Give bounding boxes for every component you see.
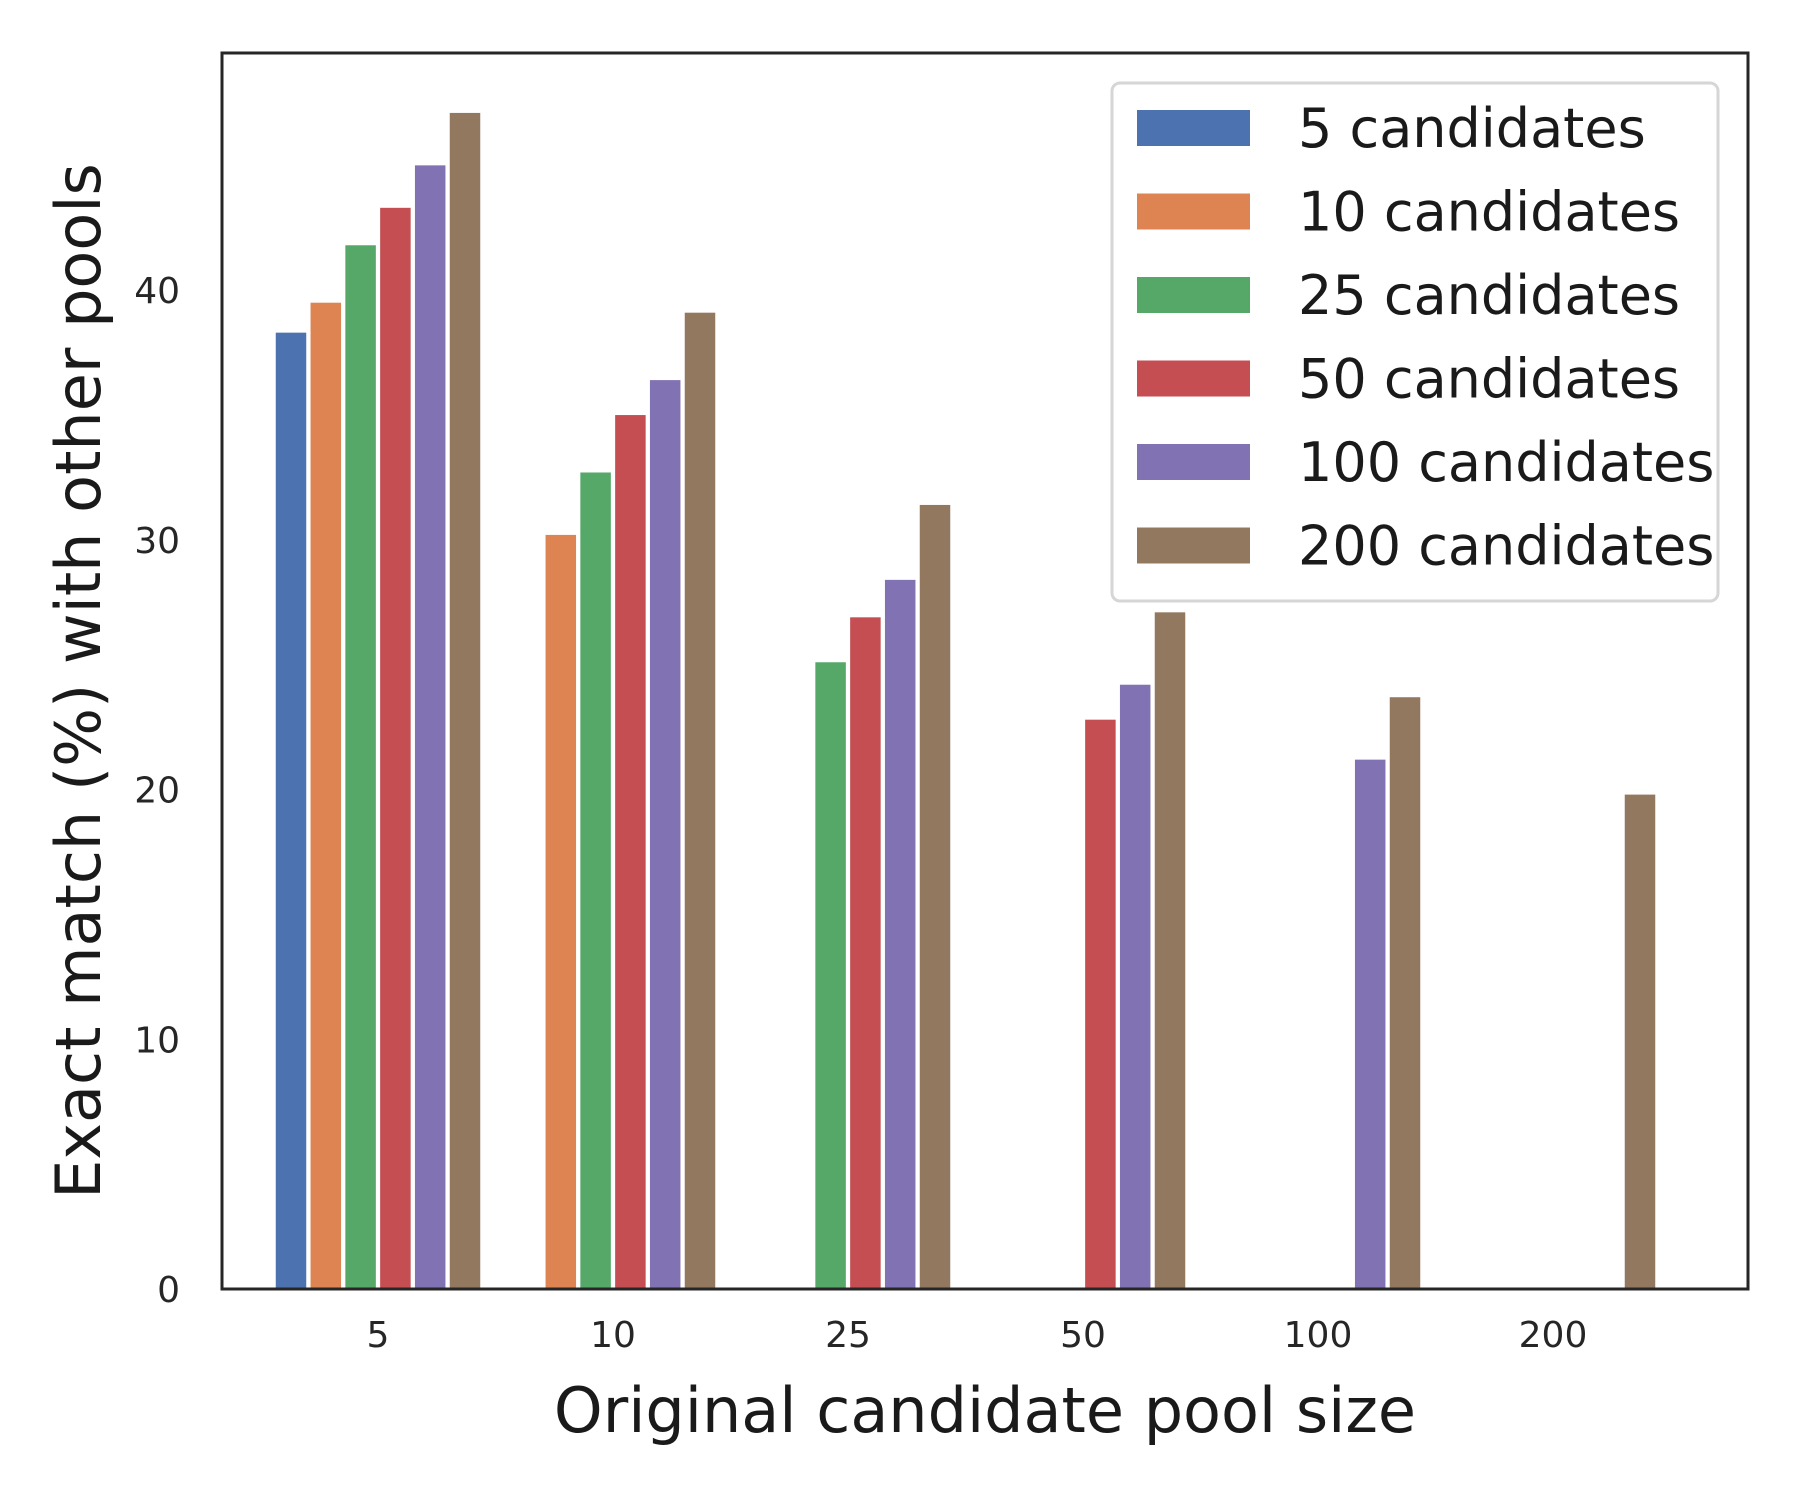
y-tick-label: 40 — [134, 271, 180, 312]
legend-label: 100 candidates — [1298, 431, 1714, 494]
bar-100-candidates-pool-50 — [1119, 684, 1151, 1289]
y-axis-title: Exact match (%) with other pools — [42, 163, 115, 1199]
bars-layer — [275, 112, 1656, 1290]
bar-25-candidates-pool-25 — [815, 662, 846, 1289]
x-axis-ticks: 5 10 25 50 100 200 — [367, 1315, 1588, 1356]
bar-25-candidates-pool-10 — [580, 472, 611, 1289]
bar-100-candidates-pool-5 — [414, 165, 446, 1289]
bar-200-candidates-pool-50 — [1154, 612, 1186, 1289]
legend-label: 25 candidates — [1298, 264, 1680, 327]
legend-label: 200 candidates — [1298, 515, 1714, 578]
bar-50-candidates-pool-10 — [615, 415, 646, 1289]
legend-label: 50 candidates — [1298, 348, 1680, 411]
bar-200-candidates-pool-10 — [684, 312, 716, 1290]
bar-200-candidates-pool-5 — [449, 112, 481, 1290]
y-tick-label: 10 — [134, 1020, 180, 1061]
y-axis-ticks: 0 10 20 30 40 — [134, 271, 180, 1311]
bar-50-candidates-pool-25 — [850, 617, 881, 1289]
bar-200-candidates-pool-100 — [1389, 697, 1421, 1289]
x-tick-label: 5 — [367, 1315, 390, 1356]
x-tick-label: 25 — [825, 1315, 871, 1356]
legend: 5 candidates 10 candidates 25 candidates 50… — [1110, 81, 1720, 603]
x-tick-label: 200 — [1519, 1315, 1588, 1356]
bar-5-candidates-pool-5 — [275, 332, 307, 1289]
x-tick-label: 10 — [590, 1315, 636, 1356]
bar-10-candidates-pool-10 — [545, 534, 577, 1289]
y-tick-label: 20 — [134, 771, 180, 812]
bar-25-candidates-pool-5 — [345, 245, 376, 1290]
legend-swatch — [1137, 110, 1250, 146]
bar-50-candidates-pool-50 — [1085, 719, 1116, 1289]
legend-label: 5 candidates — [1298, 97, 1646, 160]
legend-swatch — [1137, 277, 1250, 313]
x-tick-label: 50 — [1060, 1315, 1106, 1356]
bar-50-candidates-pool-5 — [380, 207, 411, 1289]
legend-swatch — [1137, 527, 1250, 564]
bar-100-candidates-pool-10 — [649, 380, 681, 1289]
bar-10-candidates-pool-5 — [310, 302, 342, 1289]
plot-frame — [220, 51, 1750, 1291]
legend-swatch — [1137, 360, 1250, 397]
legend-swatch — [1137, 444, 1250, 480]
bar-200-candidates-pool-200 — [1624, 794, 1656, 1289]
bar-100-candidates-pool-25 — [884, 579, 916, 1289]
y-tick-label: 30 — [134, 521, 180, 562]
x-tick-label: 100 — [1284, 1315, 1353, 1356]
y-tick-label: 0 — [157, 1270, 180, 1311]
legend-label: 10 candidates — [1298, 181, 1680, 244]
bar-200-candidates-pool-25 — [919, 504, 951, 1289]
legend-box — [1110, 81, 1720, 603]
bar-100-candidates-pool-100 — [1354, 759, 1386, 1289]
x-axis-title: Original candidate pool size — [554, 1374, 1416, 1447]
legend-swatch — [1137, 193, 1250, 230]
